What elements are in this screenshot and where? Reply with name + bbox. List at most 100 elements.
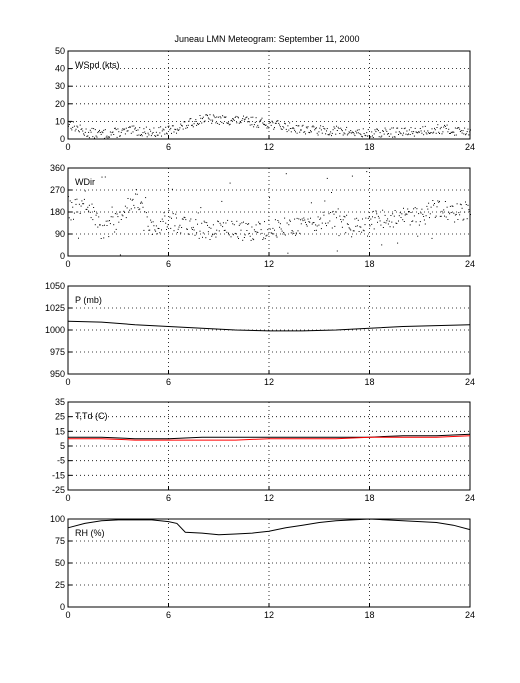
data-point: [326, 225, 327, 227]
data-point: [460, 130, 462, 132]
data-point: [306, 225, 308, 227]
data-point: [212, 114, 214, 116]
data-point: [386, 220, 388, 222]
data-point: [338, 235, 340, 237]
data-point: [267, 229, 269, 231]
data-point: [115, 228, 117, 230]
data-point: [288, 224, 290, 226]
data-point: [83, 133, 85, 135]
data-point: [187, 124, 189, 126]
data-point: [217, 122, 219, 124]
data-point: [415, 131, 417, 133]
data-point: [136, 134, 138, 136]
data-point: [139, 208, 141, 210]
data-point: [263, 237, 265, 239]
data-point: [308, 221, 310, 223]
data-point: [132, 131, 134, 133]
data-point: [427, 130, 429, 132]
data-point: [382, 209, 384, 211]
data-point: [365, 135, 367, 137]
data-point: [290, 131, 292, 133]
data-point: [468, 134, 470, 136]
y-tick-label: 0: [60, 251, 65, 261]
data-point: [326, 128, 328, 130]
data-point: [442, 131, 444, 133]
data-point: [203, 220, 205, 222]
data-point: [93, 128, 95, 130]
data-point: [258, 221, 260, 223]
data-point: [127, 130, 129, 132]
data-point: [238, 117, 239, 119]
data-point: [279, 126, 281, 128]
data-point: [280, 128, 282, 130]
data-point: [457, 127, 459, 129]
y-tick-label: 40: [55, 64, 65, 74]
data-point: [410, 212, 412, 213]
data-point: [214, 117, 216, 119]
data-point: [197, 124, 199, 125]
data-point: [441, 133, 443, 135]
data-point: [72, 126, 74, 128]
data-point: [468, 209, 470, 211]
data-point: [357, 132, 359, 134]
data-point: [145, 126, 147, 128]
data-point: [161, 130, 163, 132]
data-point: [431, 237, 433, 239]
data-point: [92, 136, 94, 138]
data-point: [152, 132, 154, 133]
x-tick-label: 6: [166, 610, 171, 620]
data-point: [372, 216, 373, 218]
data-point: [270, 232, 272, 234]
data-point: [279, 124, 281, 126]
data-point: [74, 130, 76, 132]
data-point: [226, 231, 228, 233]
data-point: [370, 136, 372, 138]
data-point: [304, 219, 306, 221]
data-point: [130, 198, 131, 200]
data-point: [75, 128, 77, 130]
data-point: [280, 228, 282, 230]
data-point: [467, 204, 469, 206]
data-point: [212, 119, 214, 121]
data-point: [442, 212, 444, 214]
data-point: [336, 130, 338, 131]
x-tick-label: 12: [264, 259, 274, 269]
data-point: [259, 121, 260, 123]
data-point: [85, 208, 87, 210]
data-point: [248, 121, 250, 123]
data-point: [394, 136, 396, 138]
data-point: [104, 224, 105, 226]
data-point: [289, 219, 291, 221]
data-point: [172, 213, 174, 215]
data-point: [407, 134, 409, 136]
data-point: [319, 218, 321, 220]
data-point: [306, 127, 308, 129]
data-point: [273, 233, 275, 235]
data-point: [243, 115, 244, 117]
data-point: [207, 224, 208, 226]
data-point: [135, 127, 136, 129]
data-point: [68, 125, 69, 127]
data-point: [220, 117, 222, 119]
data-point: [310, 130, 311, 132]
data-point: [125, 127, 127, 129]
data-point: [416, 208, 418, 210]
data-point: [121, 129, 123, 131]
data-point: [440, 126, 442, 128]
data-point: [274, 229, 275, 231]
data-point: [267, 126, 269, 128]
data-point: [257, 232, 259, 233]
data-point: [362, 128, 364, 130]
data-point: [438, 131, 440, 133]
data-point: [300, 223, 302, 225]
data-point: [403, 221, 405, 222]
data-point: [407, 208, 409, 210]
data-point: [175, 213, 177, 215]
data-point: [228, 122, 229, 124]
data-point: [301, 125, 303, 127]
data-point: [79, 124, 81, 126]
data-point: [363, 230, 365, 232]
data-point: [234, 232, 236, 234]
data-point: [193, 123, 195, 125]
